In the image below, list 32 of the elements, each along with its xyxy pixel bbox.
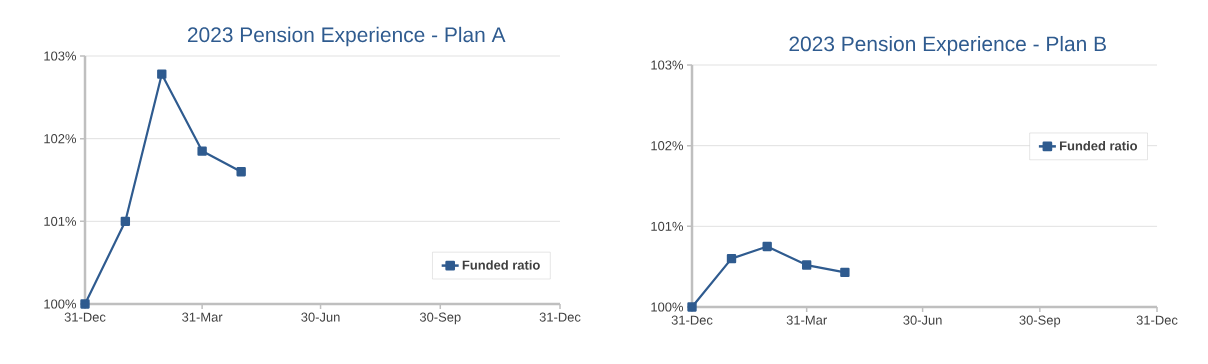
point — [236, 167, 246, 177]
point — [157, 69, 167, 79]
legend-label: Funded ratio — [462, 260, 540, 270]
chart-title: 2023 Pension Experience - Plan A — [187, 26, 506, 47]
x-tick-label: 31-Mar — [182, 312, 223, 322]
chart-title: 2023 Pension Experience - Plan B — [789, 35, 1106, 56]
point — [687, 302, 697, 312]
point — [80, 299, 90, 309]
y-tick-label: 100% — [651, 302, 684, 312]
legend-label: Funded ratio — [1059, 140, 1138, 151]
point — [197, 146, 207, 156]
x-tick-label: 30-Jun — [903, 315, 942, 325]
x-tick-label: 30-Sep — [1019, 315, 1061, 328]
x-tick-label: 31-Dec — [1136, 315, 1178, 325]
x-tick-label: 31-Dec — [64, 312, 106, 322]
x-tick-label: 30-Jun — [301, 312, 340, 322]
x-tick-label: 30-Sep — [419, 312, 461, 325]
y-tick-label: 101% — [651, 221, 684, 231]
y-tick-label: 103% — [44, 51, 77, 61]
point — [762, 241, 772, 252]
y-tick-label: 103% — [651, 60, 684, 70]
y-tick-label: 100% — [44, 299, 77, 309]
x-tick-label: 31-Dec — [671, 315, 713, 325]
point — [840, 267, 850, 277]
point — [120, 216, 131, 227]
point — [801, 260, 812, 270]
x-tick-label: 31-Mar — [786, 315, 827, 325]
x-tick-label: 31-Dec — [539, 312, 581, 322]
y-tick-label: 101% — [44, 216, 77, 226]
point — [726, 253, 737, 264]
y-tick-label: 102% — [651, 141, 684, 151]
y-tick-label: 102% — [44, 134, 77, 144]
